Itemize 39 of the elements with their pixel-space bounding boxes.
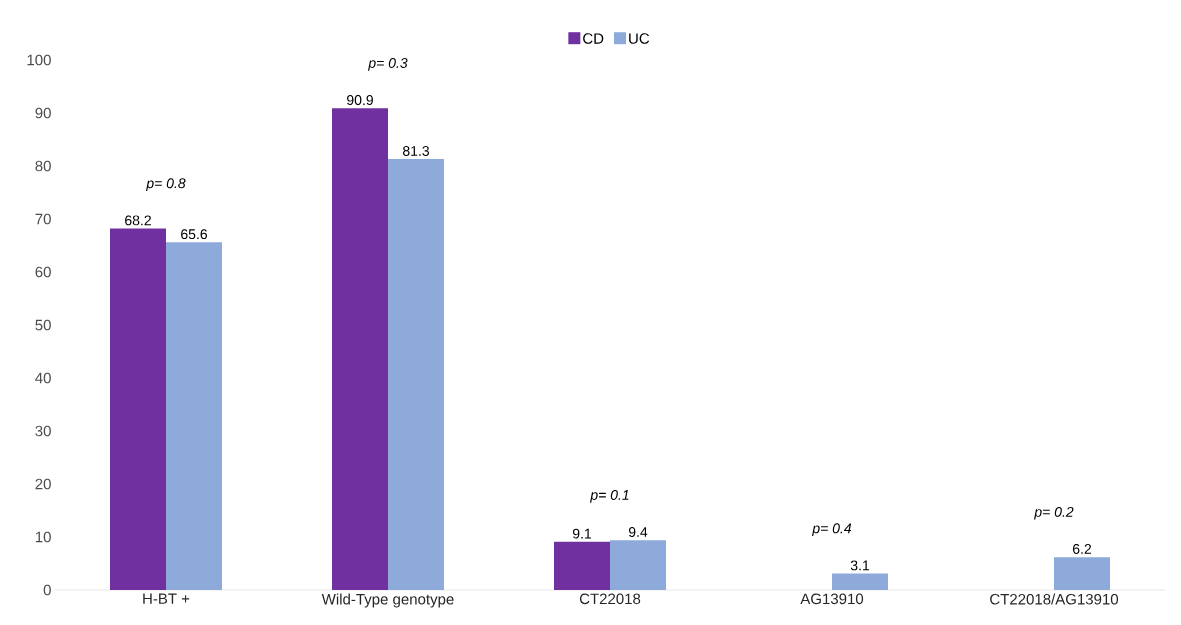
x-tick-label: CT22018 [579,593,641,605]
annotation: p= 0.4 [812,523,852,537]
bar [332,108,388,590]
bar [610,540,667,590]
x-tick-label: CT22018/AG13910 [990,593,1119,605]
bar [110,228,167,590]
bar [1054,557,1111,590]
x-tick-label: AG13910 [800,593,864,605]
bar [388,159,445,590]
data-label: 3.1 [850,560,870,571]
data-label: 81.3 [402,145,430,156]
y-tick-label: 100 [27,54,51,66]
y-tick-label: 90 [35,107,51,119]
data-label: 68.2 [125,215,151,226]
data-label: 90.9 [347,95,373,106]
data-label: 9.4 [628,527,648,537]
data-label: 6.2 [1072,544,1092,554]
annotation: p= 0.3 [368,58,408,71]
bar [832,573,889,590]
x-tick-label: Wild-Type genotype [321,593,454,608]
bar [554,541,611,590]
bar [166,242,222,590]
y-tick-label: 70 [35,213,51,225]
y-tick-label: 60 [35,266,51,278]
legend-label: UC [629,33,650,44]
data-label: 65.6 [181,229,208,240]
x-tick-label: H-BT + [143,593,190,604]
y-tick-label: 30 [35,425,51,437]
y-tick-label: 0 [43,584,51,596]
y-tick-label: 10 [35,531,51,543]
y-tick-label: 40 [35,372,51,384]
annotation: p= 0.8 [146,178,186,191]
y-tick-label: 50 [35,319,51,331]
y-tick-label: 20 [35,478,51,490]
annotation: p= 0.2 [1034,506,1074,520]
y-tick-label: 80 [35,160,51,172]
data-label: 9.1 [572,528,592,539]
annotation: p= 0.1 [590,489,629,503]
legend-label: CD [583,33,604,44]
